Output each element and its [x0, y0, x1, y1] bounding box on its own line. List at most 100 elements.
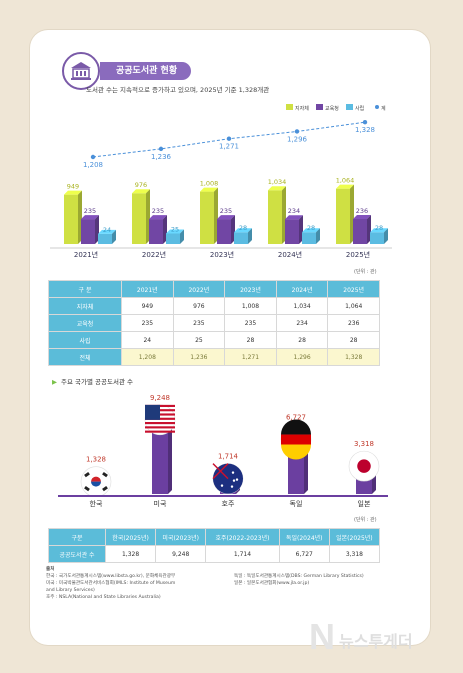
bar-0-4-top [336, 184, 354, 189]
total-label-1: 1,236 [151, 153, 172, 161]
table2-row-0-cell-2: 9,248 [155, 545, 207, 563]
legend-marker-line [375, 105, 379, 109]
germany-flag-icon [280, 419, 312, 460]
country-name-1: 미국 [154, 499, 167, 508]
bar-2-1 [166, 233, 180, 244]
table1-header-row-cell-0: 구 분 [48, 280, 122, 298]
bar-label-2-0: 24 [103, 226, 111, 234]
bar-label-1-3: 234 [288, 207, 300, 215]
sources-right: 독일 : 독일도서관통계시스템(DBS: German Library Stat… [234, 573, 364, 587]
x-tick-4: 2025년 [346, 250, 370, 259]
source-left-line-2: and Library Services) [46, 588, 95, 593]
bar-1-4-top [353, 214, 371, 219]
chart1-unit: (단위 : 관) [354, 269, 377, 275]
bar-1-4 [353, 218, 367, 244]
bar-2-3-top [302, 228, 320, 233]
table1-total-row: 전체 1,208 1,236 1,271 1,296 1,328 [48, 348, 380, 366]
bar-2-2-side [248, 228, 252, 244]
total-point-0 [90, 154, 96, 160]
australia-flag-icon-star-3 [220, 484, 224, 487]
table2-header-row-cell-3: 호주(2022-2023년) [205, 528, 280, 546]
bar-1-3-top [285, 215, 303, 220]
bar-2-4 [370, 232, 384, 244]
table1-total-row-cell-1: 1,208 [121, 348, 174, 366]
table1-header-row-cell-5: 2025년 [327, 280, 380, 298]
table1-row-2: 사립 24 25 28 28 28 [48, 331, 380, 349]
x-tick-2: 2023년 [210, 250, 234, 259]
table2-header-row-cell-4: 독일(2024년) [278, 528, 330, 546]
bar-1-1-top [149, 215, 167, 220]
australia-flag-icon-cross [212, 463, 229, 480]
table2-header-row-cell-1: 한국(2025년) [104, 528, 157, 546]
watermark-logo-icon: N [309, 616, 335, 657]
germany-flag-icon-red [281, 434, 311, 445]
bar-1-2 [217, 219, 231, 244]
table1-row-1: 교육청 235 235 235 234 236 [48, 314, 380, 332]
korea-flag-icon-trigram-0 [84, 471, 90, 478]
bar-2-0-side [112, 229, 116, 244]
bar-label-2-1: 25 [171, 226, 179, 234]
watermark-text: 뉴스투게더 [339, 632, 413, 651]
table1-header-row-cell-3: 2023년 [224, 280, 277, 298]
legend-label-2: 사립 [355, 105, 364, 112]
table1-total-row-cell-4: 1,296 [275, 348, 329, 366]
total-label-0: 1,208 [83, 161, 103, 169]
korea-flag-icon-trigram-2 [84, 485, 90, 492]
japan-flag-icon-sun [357, 459, 371, 473]
source-right-line-1: 일본 : 일본도서관협회(www.jla.or.jp) [234, 581, 310, 586]
country-bar-1 [152, 421, 168, 494]
legend-label-1: 교육청 [325, 106, 339, 112]
korea-flag-icon [80, 466, 112, 497]
bar-2-2 [234, 232, 248, 244]
usa-flag-icon-canton [145, 404, 160, 420]
bar-label-1-1: 235 [152, 207, 164, 215]
country-value-1: 9,248 [150, 394, 170, 402]
bar-2-0-top [98, 229, 116, 234]
bar-label-0-0: 949 [67, 183, 79, 191]
table2-header-row-cell-2: 미국(2023년) [155, 528, 207, 546]
bar-label-0-4: 1,064 [336, 177, 355, 185]
bar-0-2 [200, 191, 214, 244]
table2-row-0-cell-1: 1,328 [104, 545, 157, 563]
table1-total-row-cell-5: 1,328 [327, 348, 380, 366]
korea-flag-icon-trigram-3 [102, 485, 108, 492]
table1-total-row-cell-3: 1,271 [224, 348, 277, 366]
korea-flag-icon-trigram-1 [102, 471, 108, 478]
bar-0-3 [268, 190, 282, 244]
country-section-title: ▶ 주요 국가별 공공도서관 수 [52, 378, 133, 386]
total-label-2: 1,271 [219, 143, 239, 151]
table2-header-row: 구분 한국(2025년) 미국(2023년) 호주(2022-2023년) 독일(202… [48, 528, 381, 546]
legend-label-0: 지자체 [295, 105, 309, 112]
table2-row-0-cell-0: 공공도서관 수 [48, 545, 106, 563]
sources-left: 한국 : 국가도서관통계시스템(www.libsta.go.kr), 문화체육관… [46, 573, 175, 601]
bar-1-3 [285, 219, 299, 244]
australia-flag-icon-star-4 [232, 479, 236, 482]
bar-2-4-top [370, 228, 388, 233]
bar-1-1 [149, 219, 163, 244]
bar-1-0 [81, 219, 95, 244]
table1-header-row-cell-2: 2022년 [172, 280, 226, 298]
table1-total-row-cell-0: 전체 [48, 348, 122, 366]
total-point-3 [294, 129, 300, 134]
chart2-unit: (단위 : 관) [354, 517, 377, 523]
total-point-2 [226, 136, 232, 141]
total-point-4 [362, 120, 368, 125]
legend-swatch-0 [286, 104, 293, 110]
total-label-3: 1,296 [287, 135, 308, 143]
japan-flag-icon [348, 450, 380, 482]
bar-2-0 [98, 233, 112, 244]
bar-2-4-side [384, 228, 388, 244]
australia-flag-icon-star-2 [230, 485, 234, 488]
bar-label-0-3: 1,034 [268, 178, 287, 186]
bar-1-2-top [217, 215, 235, 220]
table2-header-row-cell-0: 구분 [48, 528, 106, 546]
country-value-3: 6,727 [286, 414, 306, 422]
page-subtitle: 도서관 수는 지속적으로 증가하고 있으며, 2025년 기준 1,328개관 [86, 86, 270, 94]
country-value-0: 1,328 [86, 456, 106, 464]
x-tick-3: 2024년 [278, 250, 302, 259]
source-left-line-1: 미국 : 미국박물관도서관서비스협회(IMLS: Institute of Mu… [46, 581, 176, 586]
bar-label-2-4: 28 [375, 224, 383, 232]
korea-flag-icon-red [91, 476, 101, 482]
total-label-4: 1,328 [355, 126, 375, 134]
